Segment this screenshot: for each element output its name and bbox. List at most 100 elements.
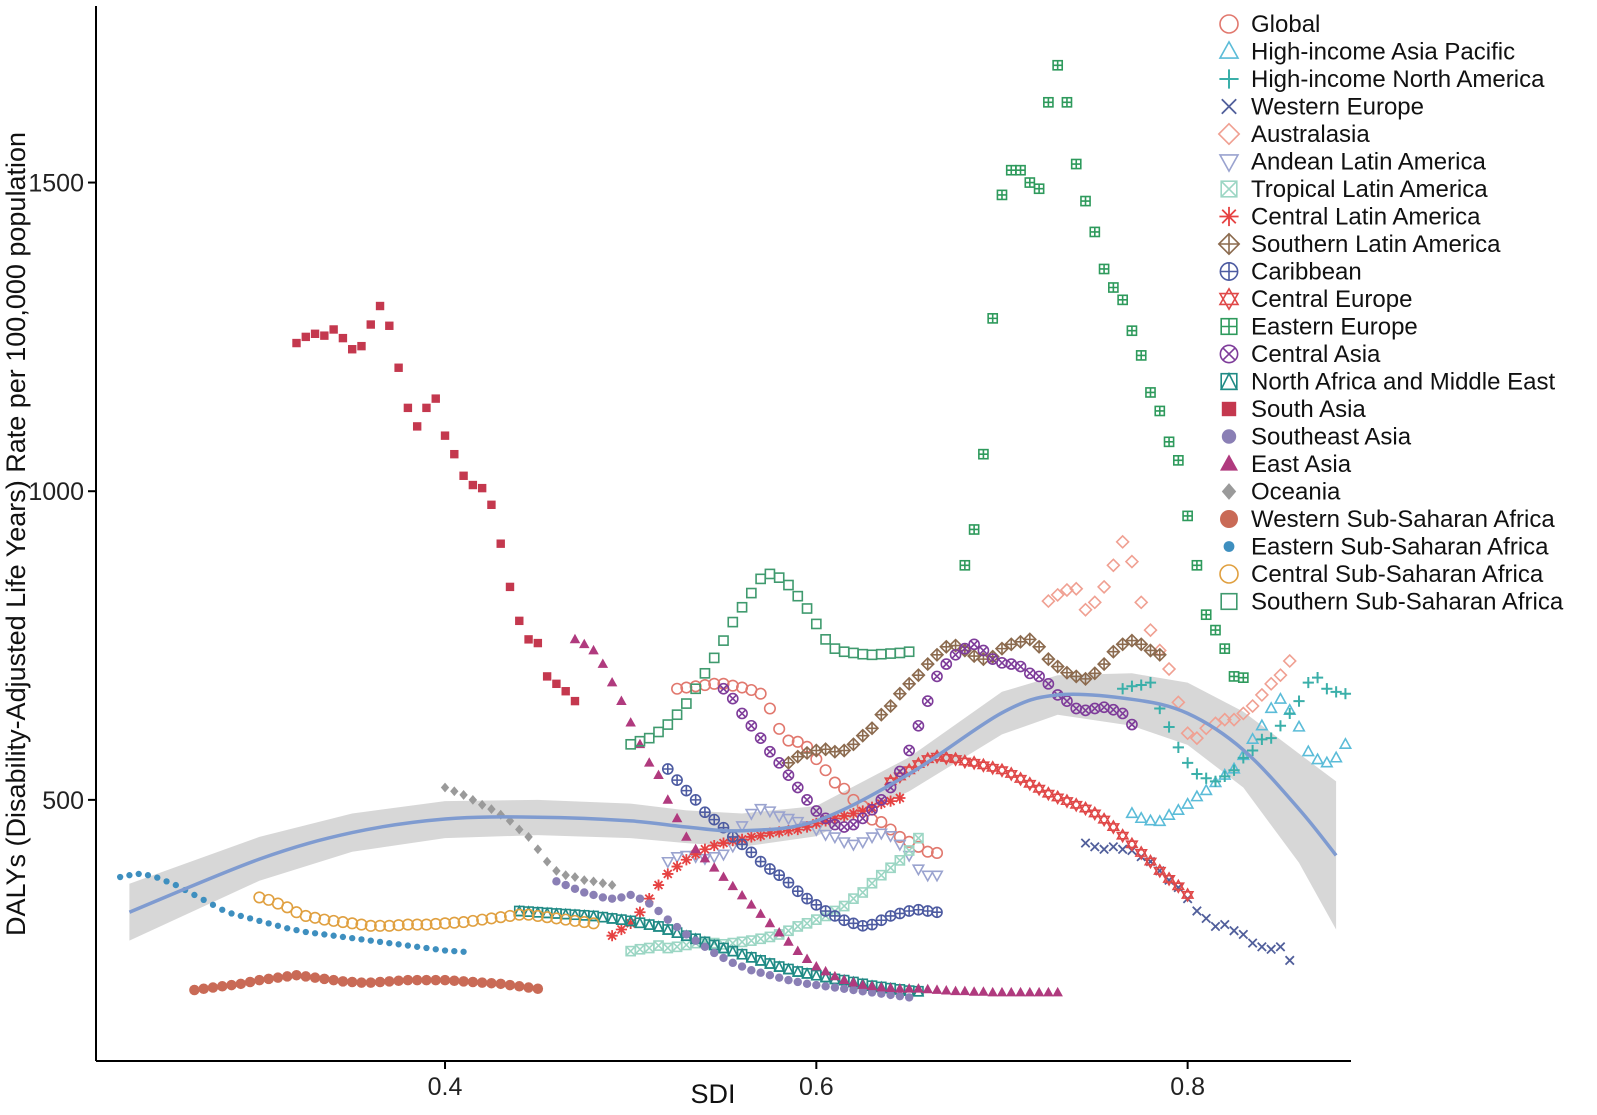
data-point — [1041, 652, 1056, 667]
data-point — [569, 908, 581, 921]
legend-item: Southeast Asia — [1221, 424, 1412, 451]
data-point — [968, 986, 980, 996]
data-point — [1106, 644, 1121, 659]
data-point — [801, 917, 813, 929]
data-point — [300, 971, 312, 982]
data-point — [1087, 595, 1102, 610]
data-point — [691, 936, 700, 945]
data-point — [903, 744, 915, 757]
data-point — [401, 918, 414, 931]
data-point — [1217, 712, 1232, 727]
series-21 — [625, 568, 915, 750]
data-point — [606, 912, 618, 924]
data-point — [226, 979, 237, 991]
data-point — [1257, 941, 1267, 952]
data-point — [866, 649, 878, 661]
data-point — [1273, 668, 1288, 683]
data-point — [717, 837, 730, 849]
data-point — [570, 696, 580, 706]
data-point — [404, 942, 412, 949]
legend-item: North Africa and Middle East — [1219, 369, 1555, 396]
data-point — [792, 945, 804, 955]
data-point — [561, 687, 570, 696]
data-point — [829, 910, 841, 922]
data-point — [395, 941, 402, 948]
data-point — [1182, 510, 1193, 522]
data-point — [708, 839, 720, 852]
data-point — [848, 893, 859, 904]
data-point — [347, 345, 357, 354]
data-point — [1229, 925, 1239, 936]
data-point — [791, 885, 804, 898]
series-18 — [189, 969, 544, 996]
data-point — [681, 698, 692, 709]
data-point — [680, 854, 692, 866]
data-point — [617, 893, 626, 902]
data-point — [1163, 721, 1175, 733]
data-point — [1089, 226, 1101, 238]
series-19 — [116, 870, 467, 955]
data-point — [856, 837, 870, 850]
data-point — [1237, 672, 1249, 683]
data-point — [745, 587, 757, 599]
data-point — [1143, 813, 1158, 826]
data-point — [1192, 906, 1202, 916]
data-point — [838, 974, 850, 984]
data-point — [670, 852, 684, 864]
series-6 — [625, 832, 924, 957]
data-point — [764, 745, 776, 758]
data-point — [1329, 750, 1343, 763]
data-point — [1060, 793, 1074, 809]
data-point — [735, 821, 749, 834]
data-point — [496, 539, 505, 548]
data-point — [459, 471, 468, 480]
data-point — [987, 313, 999, 324]
data-point — [865, 832, 879, 845]
data-point — [1135, 350, 1147, 361]
data-point — [570, 884, 580, 893]
legend-item: South Asia — [1221, 396, 1366, 423]
data-point — [1124, 554, 1140, 569]
data-point — [782, 825, 795, 837]
data-point — [1106, 558, 1121, 573]
data-point — [542, 856, 552, 867]
legend-label: Tropical Latin America — [1251, 176, 1488, 203]
data-point — [821, 982, 830, 991]
legend-marker — [1219, 564, 1239, 584]
data-point — [1339, 688, 1352, 700]
data-point — [764, 568, 776, 580]
data-point — [292, 338, 301, 348]
data-point — [367, 937, 374, 944]
data-point — [172, 881, 179, 889]
legend-label: Australasia — [1251, 121, 1370, 148]
data-point — [876, 981, 887, 992]
data-point — [699, 667, 711, 679]
data-point — [736, 601, 748, 613]
data-point — [661, 763, 674, 775]
data-point — [625, 738, 637, 750]
data-point — [913, 832, 924, 844]
data-point — [1256, 733, 1268, 745]
data-point — [662, 942, 674, 954]
data-point — [847, 807, 860, 820]
data-point — [875, 797, 887, 810]
data-point — [1134, 845, 1148, 861]
data-point — [755, 573, 766, 585]
legend-marker — [1217, 232, 1241, 256]
data-point — [755, 908, 766, 918]
data-point — [1311, 672, 1324, 684]
data-point — [1024, 986, 1036, 997]
data-point — [763, 806, 777, 819]
data-point — [1274, 720, 1287, 732]
data-point — [949, 648, 962, 661]
data-point — [793, 977, 802, 987]
data-point — [402, 974, 414, 986]
data-point — [458, 976, 469, 987]
data-point — [716, 849, 731, 862]
data-point — [1050, 587, 1065, 603]
data-point — [802, 979, 812, 989]
data-point — [1254, 687, 1269, 703]
data-point — [336, 916, 349, 929]
data-point — [1061, 96, 1073, 108]
data-point — [293, 926, 300, 934]
